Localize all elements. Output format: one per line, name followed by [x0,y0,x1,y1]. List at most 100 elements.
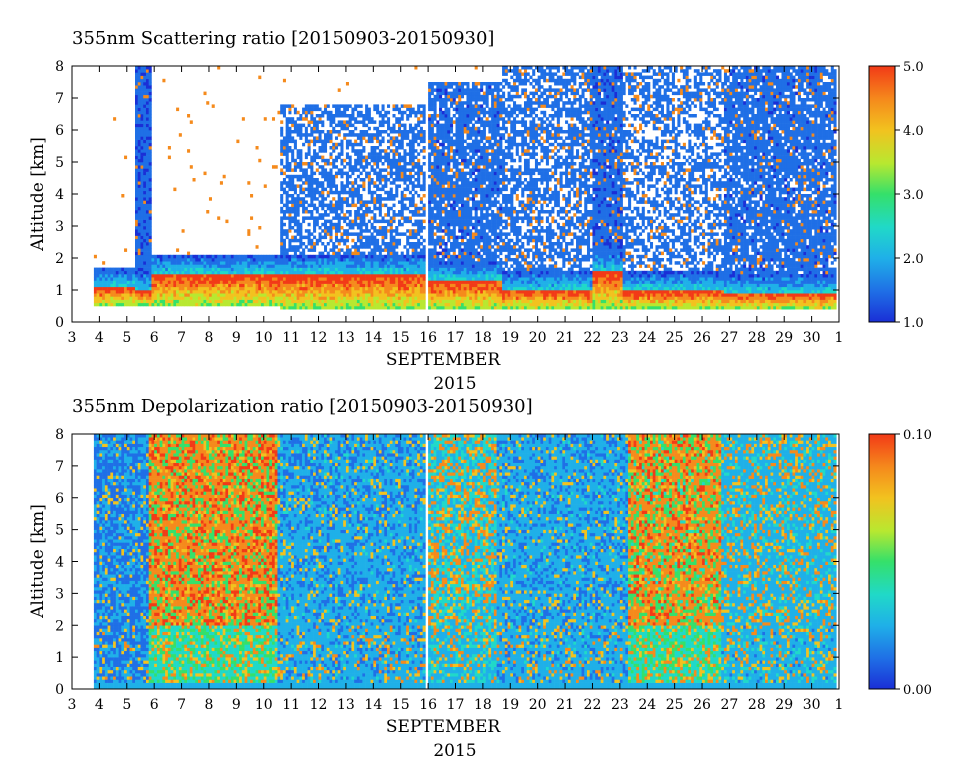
heatmap-cell [458,277,462,281]
heatmap-cell [362,178,366,182]
heatmap-cell [455,168,459,172]
heatmap-cell [439,226,443,230]
heatmap-cell [288,306,292,310]
heatmap-cell [340,238,344,243]
heatmap-cell [121,194,125,198]
heatmap-cell [137,210,141,214]
heatmap-cell [411,165,415,169]
heatmap-cell [198,258,202,262]
heatmap-cell [343,302,347,307]
heatmap-cell [261,264,265,268]
heatmap-cell [299,264,303,268]
heatmap-cell [439,98,443,102]
heatmap-cell [255,290,259,294]
heatmap-cell [362,222,366,227]
heatmap-cell [296,206,300,211]
heatmap-cell [337,293,341,297]
heatmap-cell [291,117,295,121]
scattering-title: 355nm Scattering ratio [20150903-2015093… [72,28,494,49]
heatmap-cell [296,270,300,275]
heatmap-cell [422,107,426,112]
heatmap-cell [422,149,426,153]
heatmap-cell [414,267,418,272]
heatmap-cell [403,187,407,192]
heatmap-cell [222,299,226,304]
heatmap-cell [403,149,407,153]
heatmap-cell [176,296,180,300]
heatmap-cell [280,219,284,224]
heatmap-cell [345,197,349,201]
heatmap-cell [233,286,237,291]
heatmap-cell [430,238,434,243]
heatmap-cell [140,91,144,96]
heatmap-cell [452,293,456,297]
heatmap-cell [299,238,303,243]
heatmap-cell [403,158,407,163]
heatmap-cell [460,274,465,278]
heatmap-cell [365,299,369,304]
heatmap-cell [340,200,344,204]
heatmap-cell [345,174,349,179]
heatmap-cell [211,104,215,108]
heatmap-cell [365,264,369,268]
heatmap-cell [441,286,445,291]
heatmap-cell [282,280,286,284]
heatmap-cell [137,197,141,201]
heatmap-cell [326,258,330,262]
heatmap-cell [137,75,141,80]
heatmap-cell [392,213,396,217]
heatmap-cell [392,107,396,112]
heatmap-cell [315,277,319,281]
heatmap-cell [291,149,295,153]
heatmap-cell [469,219,473,224]
heatmap-cell [258,277,262,281]
heatmap-cell [143,94,147,99]
heatmap-cell [277,277,281,281]
heatmap-cell [441,181,445,185]
heatmap-cell [124,283,128,288]
heatmap-cell [145,280,149,284]
heatmap-cell [302,197,306,201]
heatmap-cell [291,206,295,211]
heatmap-cell [293,264,297,268]
heatmap-cell [389,296,393,300]
heatmap-cell [450,123,454,128]
heatmap-cell [334,251,339,256]
heatmap-cell [293,210,297,214]
heatmap-cell [337,171,341,176]
heatmap-cell [460,104,465,108]
heatmap-cell [135,248,139,252]
heatmap-cell [469,187,473,192]
heatmap-cell [419,280,423,284]
heatmap-cell [439,296,443,300]
heatmap-cell [460,267,465,272]
heatmap-cell [433,261,437,265]
heatmap-cell [313,107,317,112]
heatmap-cell [430,290,434,294]
heatmap-cell [439,197,443,201]
heatmap-cell [307,194,311,198]
heatmap-cell [332,283,336,288]
heatmap-cell [436,126,440,131]
heatmap-cell [181,229,185,233]
heatmap-cell [192,277,196,281]
heatmap-cell [406,184,410,188]
heatmap-cell [324,168,328,172]
heatmap-cell [397,254,402,259]
heatmap-cell [447,258,451,262]
heatmap-cell [460,299,465,304]
heatmap-cell [315,299,319,304]
heatmap-cell [351,293,355,297]
heatmap-cell [417,158,421,163]
heatmap-cell [340,197,344,201]
heatmap-cell [466,267,470,272]
heatmap-cell [313,104,317,108]
heatmap-cell [230,267,234,272]
heatmap-cell [304,168,308,172]
heatmap-cell [458,130,462,134]
heatmap-cell [378,226,382,230]
heatmap-cell [362,229,366,233]
heatmap-cell [406,187,410,192]
heatmap-cell [135,91,139,96]
heatmap-cell [137,296,141,300]
